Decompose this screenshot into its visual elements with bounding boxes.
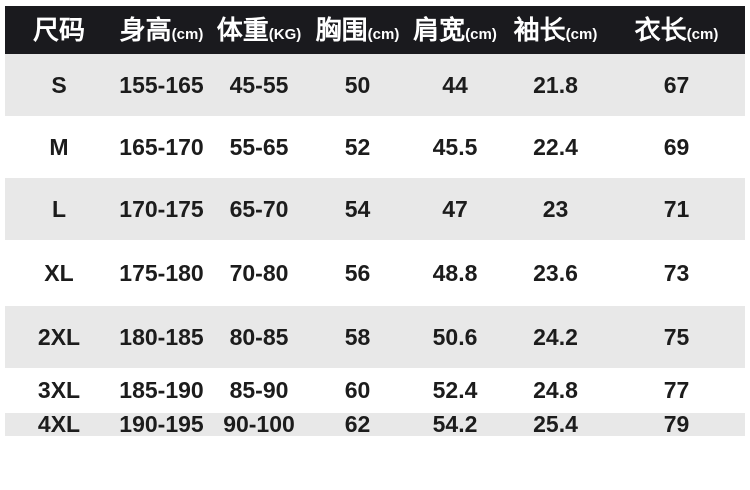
cell-shoulder: 44 xyxy=(442,71,468,98)
cell-weight: 45-55 xyxy=(229,71,289,98)
cell-size: L xyxy=(51,195,67,222)
cell-sleeve: 25.4 xyxy=(533,411,578,437)
cell-weight: 80-85 xyxy=(229,323,289,350)
column-unit: (cm) xyxy=(367,26,400,43)
cell-height: 190-195 xyxy=(119,411,204,437)
column-header-shoulder: 肩宽(cm) xyxy=(407,17,503,43)
cell-garment-length: 67 xyxy=(663,71,690,98)
cell-weight: 55-65 xyxy=(229,133,289,160)
cell-size: XL xyxy=(44,259,74,286)
cell-sleeve: 21.8 xyxy=(533,71,578,98)
table-row-m: M 165-170 55-65 52 45.5 22.4 69 xyxy=(5,116,745,178)
cell-garment-length: 71 xyxy=(663,195,690,222)
column-label: 体重 xyxy=(216,15,269,45)
cell-chest: 54 xyxy=(344,195,371,222)
table-row-s: S 155-165 45-55 50 44 21.8 67 xyxy=(5,54,745,116)
size-table: 尺码 身高(cm) 体重(KG) 胸围(cm) 肩宽(cm) 袖长(cm) 衣长… xyxy=(5,6,745,436)
cell-chest: 50 xyxy=(344,71,371,98)
cell-chest: 52 xyxy=(344,133,371,160)
cell-garment-length: 73 xyxy=(663,259,690,286)
cell-sleeve: 23.6 xyxy=(533,259,578,286)
column-header-sleeve: 袖长(cm) xyxy=(503,17,608,43)
table-row-2xl: 2XL 180-185 80-85 58 50.6 24.2 75 xyxy=(5,306,745,368)
cell-height: 180-185 xyxy=(119,323,204,350)
cell-size: M xyxy=(49,133,69,160)
cell-garment-length: 77 xyxy=(663,377,690,403)
cell-height: 155-165 xyxy=(119,71,204,98)
cell-weight: 65-70 xyxy=(229,195,289,222)
table-row-l: L 170-175 65-70 54 47 23 71 xyxy=(5,178,745,240)
column-label: 肩宽 xyxy=(413,15,466,45)
cell-height: 185-190 xyxy=(119,377,204,403)
column-header-garment-length: 衣长(cm) xyxy=(608,17,745,43)
cell-weight: 70-80 xyxy=(229,259,289,286)
cell-shoulder: 52.4 xyxy=(432,377,478,403)
column-unit: (cm) xyxy=(686,26,719,43)
cell-garment-length: 79 xyxy=(663,411,690,437)
column-unit: (cm) xyxy=(171,26,204,43)
table-row-xl: XL 175-180 70-80 56 48.8 23.6 73 xyxy=(5,240,745,306)
column-label: 衣长 xyxy=(634,15,687,45)
cell-weight: 85-90 xyxy=(229,377,289,403)
column-label: 袖长 xyxy=(513,15,566,45)
column-label: 胸围 xyxy=(315,15,368,45)
column-unit: (KG) xyxy=(268,26,302,43)
cell-sleeve: 24.8 xyxy=(533,377,578,403)
cell-size: S xyxy=(51,71,67,98)
column-label: 身高 xyxy=(119,15,172,45)
size-table-header-row: 尺码 身高(cm) 体重(KG) 胸围(cm) 肩宽(cm) 袖长(cm) 衣长… xyxy=(5,6,745,54)
column-unit: (cm) xyxy=(565,26,598,43)
table-row-3xl: 3XL 185-190 85-90 60 52.4 24.8 77 xyxy=(5,368,745,413)
cell-height: 165-170 xyxy=(119,133,204,160)
cell-sleeve: 23 xyxy=(542,195,569,222)
cell-chest: 60 xyxy=(344,377,371,403)
cell-shoulder: 47 xyxy=(442,195,468,222)
cell-height: 170-175 xyxy=(119,195,204,222)
cell-weight: 90-100 xyxy=(223,411,295,437)
cell-shoulder: 50.6 xyxy=(432,323,478,350)
cell-garment-length: 69 xyxy=(663,133,690,160)
cell-size: 4XL xyxy=(37,411,81,437)
table-row-4xl: 4XL 190-195 90-100 62 54.2 25.4 79 xyxy=(5,413,745,436)
cell-shoulder: 48.8 xyxy=(432,259,478,286)
cell-shoulder: 54.2 xyxy=(432,411,478,437)
cell-chest: 56 xyxy=(344,259,371,286)
column-header-chest: 胸围(cm) xyxy=(308,17,407,43)
cell-garment-length: 75 xyxy=(663,323,690,350)
cell-size: 2XL xyxy=(37,323,81,350)
column-label: 尺码 xyxy=(32,15,85,45)
cell-sleeve: 22.4 xyxy=(533,133,578,160)
column-header-size: 尺码 xyxy=(5,17,113,43)
cell-chest: 62 xyxy=(344,411,371,437)
cell-size: 3XL xyxy=(37,377,81,403)
column-header-height: 身高(cm) xyxy=(113,17,210,43)
column-unit: (cm) xyxy=(465,26,497,43)
cell-sleeve: 24.2 xyxy=(533,323,578,350)
column-header-weight: 体重(KG) xyxy=(210,17,308,43)
cell-chest: 58 xyxy=(344,323,371,350)
cell-height: 175-180 xyxy=(119,259,204,286)
cell-shoulder: 45.5 xyxy=(432,133,478,160)
